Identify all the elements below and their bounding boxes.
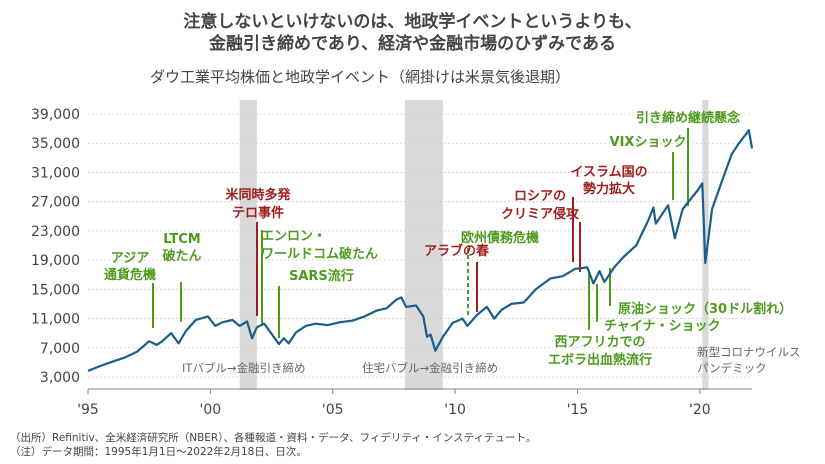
period-label: 新型コロナウイルス	[697, 345, 801, 359]
x-tick-label: '20	[689, 402, 711, 418]
event-label: チャイナ・ショック	[604, 319, 721, 334]
y-tick-label: 3,000	[40, 370, 80, 386]
y-tick-labels: 3,000 7,000 11,000 15,000 19,000 23,000 27,000…	[31, 107, 80, 386]
event-label: 原油ショック（30ドル割れ）	[618, 301, 792, 317]
y-tick-label: 15,000	[31, 282, 80, 298]
period-label: 住宅バブル→金融引き締め	[362, 361, 498, 375]
y-tick-label: 19,000	[31, 253, 80, 269]
grid	[88, 113, 752, 390]
event-label: 勢力拡大	[583, 181, 635, 197]
event-label: イスラム国の	[570, 165, 647, 180]
event-leader-lines	[152, 128, 689, 338]
dow-price-line	[87, 129, 754, 372]
event-label: エンロン・	[261, 229, 326, 244]
event-label: LTCM	[163, 232, 200, 247]
x-tick-label: '15	[567, 402, 589, 418]
x-tick-label: '95	[77, 402, 99, 418]
y-tick-label: 27,000	[31, 195, 80, 211]
recession-band-1	[404, 100, 443, 390]
event-label: クリミア侵攻	[501, 206, 580, 222]
event-label: アジア	[111, 251, 149, 266]
period-label: ITバブル→金融引き締め	[182, 361, 306, 375]
event-label: ロシアの	[514, 189, 566, 204]
event-label: 欧州債務危機	[461, 230, 539, 246]
event-label: 通貨危機	[104, 267, 156, 283]
y-tick-label: 7,000	[40, 341, 80, 357]
event-label: 破たん	[162, 248, 201, 264]
x-tick-label: '10	[444, 402, 466, 418]
event-label: ワールドコム破たん	[261, 246, 378, 262]
source-note: （出所）Refinitiv、全米経済研究所（NBER）、各種報道・資料・データ、…	[10, 432, 537, 444]
event-label: 米同時多発	[225, 187, 291, 203]
period-note: （注）データ期間：1995年1月1日～2022年2月18日、日次。	[10, 446, 307, 458]
y-tick-label: 39,000	[31, 107, 80, 123]
y-tick-label: 35,000	[31, 136, 80, 152]
x-tick-label: '05	[322, 402, 344, 418]
period-label: パンデミック	[697, 361, 767, 375]
event-label: VIXショック	[610, 135, 687, 150]
event-label: 引き締め継続懸念	[636, 110, 740, 126]
x-tick-label: '00	[200, 402, 222, 418]
event-label: エボラ出血熱流行	[548, 352, 652, 368]
y-tick-label: 23,000	[31, 224, 80, 240]
chart-title: ダウ工業平均株価と地政学イベント（網掛けは米景気後退期）	[150, 68, 571, 86]
headline-line-2: 金融引き締めであり、経済や金融市場のひずみである	[209, 34, 616, 54]
event-label: SARS流行	[289, 268, 354, 284]
event-label: テロ事件	[232, 205, 284, 221]
headline-line-1: 注意しないといけないのは、地政学イベントというよりも、	[183, 12, 642, 32]
y-tick-label: 11,000	[31, 312, 80, 328]
x-tick-labels: '95 '00 '05 '10 '15 '20	[77, 389, 711, 418]
event-label: 西アフリカでの	[554, 335, 645, 350]
y-tick-label: 31,000	[31, 165, 80, 181]
event-label: アラブの春	[424, 243, 490, 259]
